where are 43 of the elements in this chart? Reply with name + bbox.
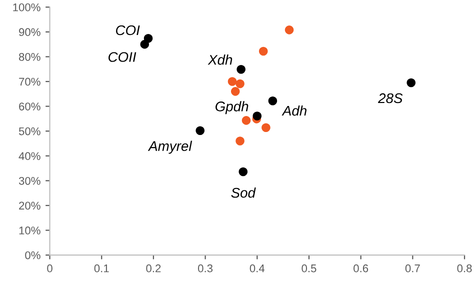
point [228, 77, 237, 86]
y-tick-label: 10% [19, 226, 40, 234]
x-tick-label: 0.3 [198, 264, 213, 272]
y-tick-label: 80% [18, 52, 40, 61]
x-tick-label: 0.7 [405, 264, 420, 272]
annotation: Amyrel [148, 140, 192, 154]
point [140, 40, 150, 49]
point [258, 46, 268, 56]
point [230, 87, 240, 96]
point [406, 78, 416, 88]
x-tick-label: 0.6 [354, 264, 368, 272]
y-tick-label: 40% [18, 152, 40, 160]
x-tick-label: 0.2 [146, 264, 161, 272]
y-tick-label: 100% [13, 3, 40, 12]
y-tick-label: 60% [19, 102, 40, 110]
point [262, 123, 270, 132]
point [252, 112, 262, 120]
point [242, 116, 251, 125]
annotation: COII [108, 52, 136, 62]
x-tick-label: 0.5 [302, 264, 316, 272]
y-tick-label: 50% [18, 127, 40, 136]
point [284, 26, 294, 34]
annotation: Sod [231, 188, 256, 198]
annotation: Gpdh [216, 101, 248, 114]
annotation: Xdh [208, 54, 232, 65]
point [268, 96, 278, 106]
annotation: Adh [282, 105, 306, 116]
point [236, 64, 246, 74]
y-tick-label: 20% [19, 202, 40, 210]
x-tick-label: 0.8 [457, 264, 472, 272]
point [196, 126, 205, 135]
y-tick-label: 30% [18, 176, 40, 185]
y-tick-label: 90% [19, 28, 40, 36]
y-tick-label: 0% [25, 251, 40, 260]
point [238, 167, 248, 176]
x-tick-label: 0.4 [250, 264, 265, 272]
annotation: COI [116, 25, 140, 36]
point [236, 79, 244, 88]
point [236, 136, 244, 146]
x-tick-label: 0.1 [94, 264, 109, 272]
x-tick-label: 0 [47, 264, 52, 272]
y-tick-label: 70% [19, 78, 40, 86]
annotation: 28S [378, 93, 403, 104]
